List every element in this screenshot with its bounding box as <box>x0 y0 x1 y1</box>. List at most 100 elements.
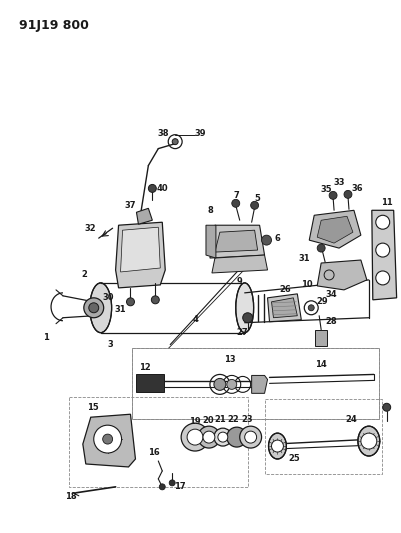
Circle shape <box>217 432 227 442</box>
Ellipse shape <box>235 283 253 333</box>
Circle shape <box>343 190 351 198</box>
Circle shape <box>231 199 239 207</box>
Bar <box>132 348 378 419</box>
Text: 4: 4 <box>192 315 197 324</box>
Text: 10: 10 <box>301 280 312 289</box>
Text: 23: 23 <box>241 415 253 424</box>
Circle shape <box>172 139 178 144</box>
Text: 21: 21 <box>213 415 225 424</box>
Polygon shape <box>215 230 257 252</box>
Text: 9: 9 <box>236 277 242 286</box>
Circle shape <box>271 440 283 452</box>
Text: 12: 12 <box>139 363 151 372</box>
Polygon shape <box>316 216 352 243</box>
Circle shape <box>308 305 314 311</box>
Circle shape <box>186 429 203 445</box>
Text: 13: 13 <box>223 355 235 364</box>
Text: 40: 40 <box>156 184 168 193</box>
Bar <box>314 330 326 345</box>
Ellipse shape <box>268 433 286 459</box>
Circle shape <box>181 423 209 451</box>
Bar <box>136 375 164 392</box>
Circle shape <box>93 425 121 453</box>
Bar <box>132 348 378 419</box>
Circle shape <box>102 434 112 444</box>
Circle shape <box>226 379 236 389</box>
Text: 33: 33 <box>332 178 344 187</box>
Polygon shape <box>136 208 152 224</box>
Text: 29: 29 <box>316 297 327 306</box>
Text: 18: 18 <box>65 492 77 502</box>
Polygon shape <box>371 211 396 300</box>
Text: 26: 26 <box>279 285 291 294</box>
Text: 27: 27 <box>235 328 247 337</box>
Text: 32: 32 <box>85 224 96 233</box>
Circle shape <box>89 303 99 313</box>
Circle shape <box>169 480 175 486</box>
Text: 22: 22 <box>226 415 238 424</box>
Text: 28: 28 <box>324 317 336 326</box>
Circle shape <box>242 313 252 322</box>
Polygon shape <box>316 260 366 290</box>
Circle shape <box>261 235 271 245</box>
Circle shape <box>159 484 165 490</box>
Circle shape <box>382 403 390 411</box>
Polygon shape <box>251 375 267 393</box>
Ellipse shape <box>89 283 111 333</box>
Text: 35: 35 <box>320 185 331 194</box>
Text: 19: 19 <box>189 417 200 426</box>
Polygon shape <box>308 211 360 248</box>
Circle shape <box>226 427 246 447</box>
Text: 5: 5 <box>254 194 260 203</box>
Text: 37: 37 <box>124 201 136 210</box>
Text: 16: 16 <box>148 448 160 457</box>
Text: 36: 36 <box>350 184 362 193</box>
Polygon shape <box>211 255 267 273</box>
Circle shape <box>203 431 215 443</box>
Circle shape <box>151 296 159 304</box>
Text: 30: 30 <box>103 293 114 302</box>
Circle shape <box>213 378 225 390</box>
Circle shape <box>375 243 389 257</box>
Text: 17: 17 <box>174 482 186 491</box>
Polygon shape <box>205 225 215 258</box>
Text: 31: 31 <box>298 254 309 263</box>
Text: 15: 15 <box>87 403 98 412</box>
Polygon shape <box>83 414 135 467</box>
Circle shape <box>250 201 258 209</box>
Bar <box>69 397 247 487</box>
Circle shape <box>126 298 134 306</box>
Circle shape <box>244 431 256 443</box>
Circle shape <box>83 298 103 318</box>
Text: 2: 2 <box>82 270 87 279</box>
Text: 38: 38 <box>157 129 168 138</box>
Circle shape <box>239 426 261 448</box>
Text: 7: 7 <box>233 191 239 200</box>
Circle shape <box>148 184 156 192</box>
Text: 31: 31 <box>114 305 126 314</box>
Text: 20: 20 <box>202 416 213 425</box>
Text: 3: 3 <box>107 340 113 349</box>
Text: 1: 1 <box>43 333 49 342</box>
Polygon shape <box>120 227 160 272</box>
Circle shape <box>316 244 324 252</box>
Polygon shape <box>115 222 165 288</box>
Circle shape <box>213 428 231 446</box>
Ellipse shape <box>357 426 379 456</box>
Text: 14: 14 <box>314 360 326 369</box>
Bar <box>264 399 381 474</box>
Text: 39: 39 <box>194 129 205 138</box>
Polygon shape <box>209 225 264 258</box>
Text: 24: 24 <box>344 415 356 424</box>
Circle shape <box>375 271 389 285</box>
Circle shape <box>328 191 336 199</box>
Text: 11: 11 <box>380 198 392 207</box>
Text: 8: 8 <box>207 206 212 215</box>
Polygon shape <box>267 294 301 322</box>
Text: 91J19 800: 91J19 800 <box>19 19 89 33</box>
Text: 6: 6 <box>274 233 280 243</box>
Text: 34: 34 <box>324 290 336 300</box>
Text: 25: 25 <box>288 455 300 464</box>
Circle shape <box>360 433 376 449</box>
Polygon shape <box>271 298 297 318</box>
